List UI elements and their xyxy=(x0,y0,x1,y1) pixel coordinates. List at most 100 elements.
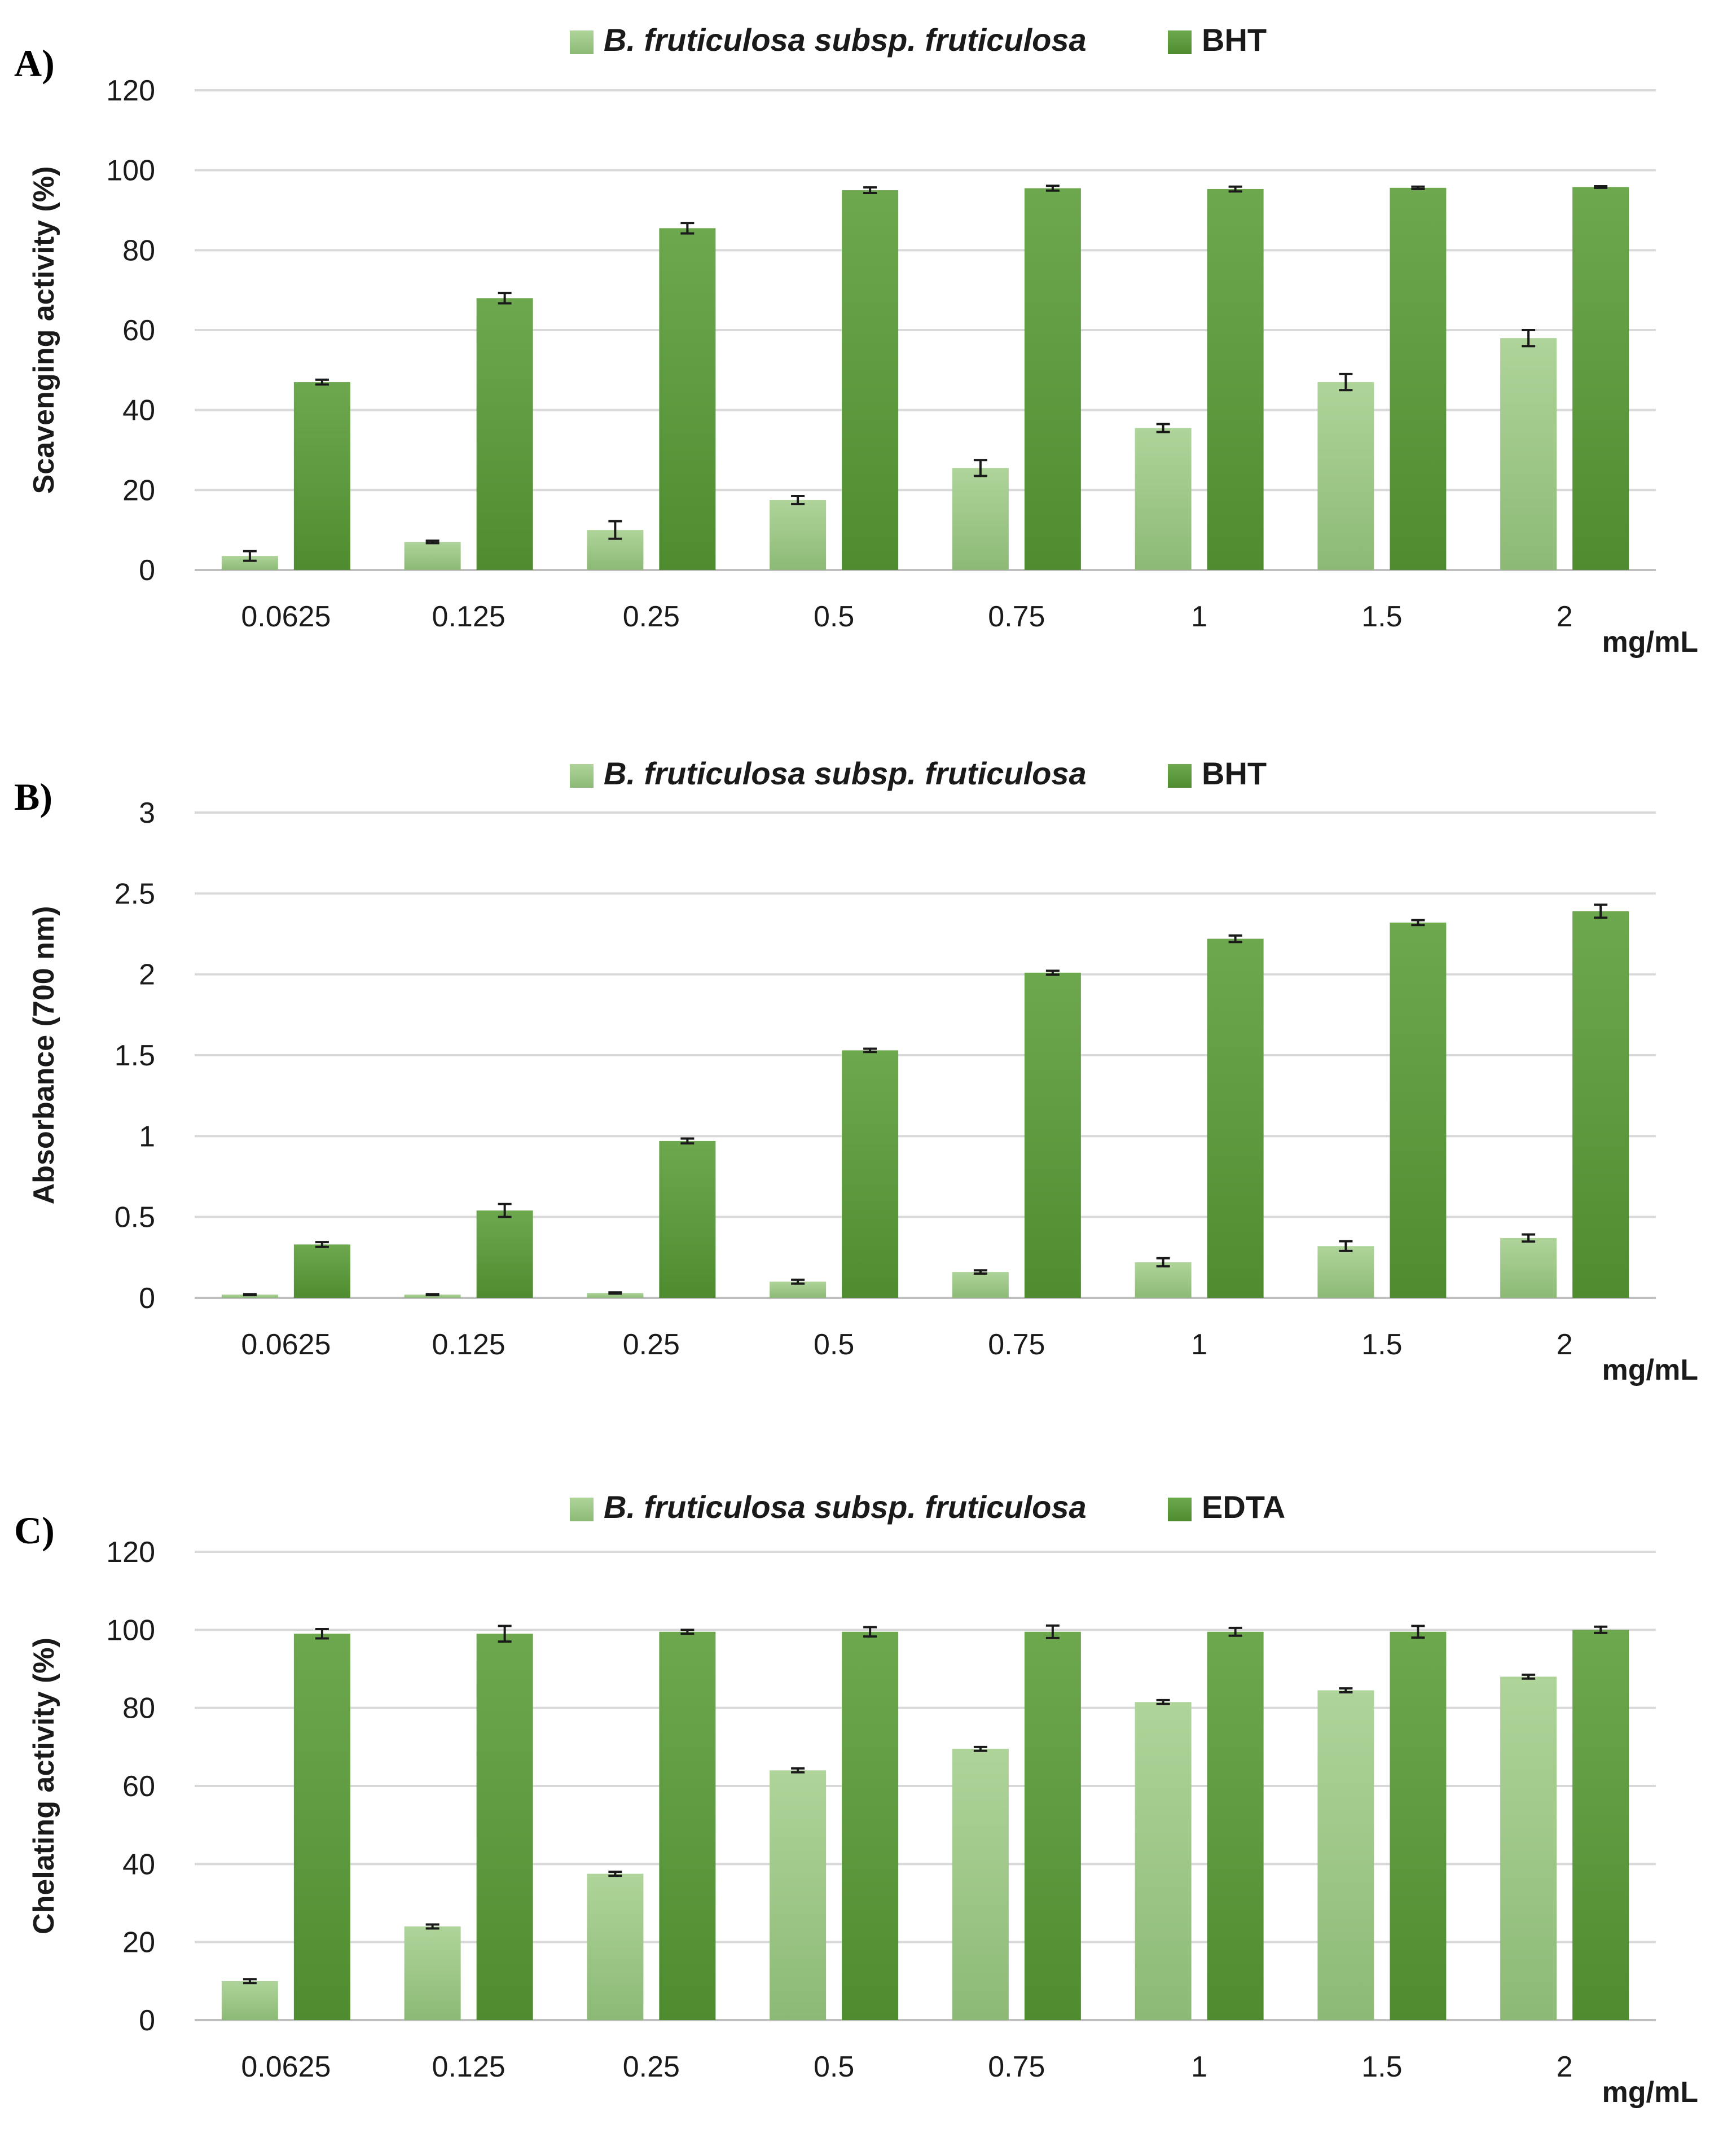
bar-reference xyxy=(1207,938,1264,1298)
legend-label-sample: B. fruticulosa subsp. fruticulosa xyxy=(604,22,1087,58)
bar-reference xyxy=(1024,1631,1081,2020)
bar-sample xyxy=(1500,1676,1557,2020)
x-tick-label: 2 xyxy=(1557,1328,1573,1361)
error-bar xyxy=(1339,1687,1353,1693)
x-unit-label: mg/mL xyxy=(1602,626,1698,659)
x-tick-label: 0.75 xyxy=(988,600,1045,633)
legend-label-sample: B. fruticulosa subsp. fruticulosa xyxy=(604,756,1087,791)
y-tick-label: 2 xyxy=(139,959,155,991)
error-bar xyxy=(1156,423,1170,433)
y-tick-label: 0 xyxy=(139,554,155,587)
panel-label: A) xyxy=(14,42,55,85)
error-bar xyxy=(973,1269,987,1275)
error-bar xyxy=(608,1871,622,1877)
error-bar xyxy=(863,1047,877,1054)
y-tick-label: 80 xyxy=(122,234,155,267)
chart-panel-1: A) B. fruticulosa subsp. fruticulosa BHT 0 2… xyxy=(14,22,1698,659)
error-bar xyxy=(1522,329,1536,348)
x-tick-label: 2 xyxy=(1557,600,1573,633)
y-tick-label: 0 xyxy=(139,2004,155,2037)
bar-sample xyxy=(770,1770,827,2020)
legend-label-sample: B. fruticulosa subsp. fruticulosa xyxy=(604,1489,1087,1525)
y-tick-label: 60 xyxy=(122,1770,155,1803)
error-bar xyxy=(863,1626,877,1638)
bar-sample xyxy=(1317,1690,1374,2020)
error-bar xyxy=(608,520,622,540)
y-axis-label: Chelating activity (%) xyxy=(28,1638,60,1934)
x-tick-label: 0.0625 xyxy=(241,600,331,633)
error-bar xyxy=(1411,185,1425,190)
legend-swatch-reference xyxy=(1168,764,1192,788)
bar-sample xyxy=(952,1749,1009,2020)
bar-reference xyxy=(842,1050,899,1298)
error-bar xyxy=(1228,185,1242,193)
bar-sample xyxy=(404,542,461,570)
bar-sample xyxy=(587,1293,644,1298)
y-tick-label: 1.5 xyxy=(115,1039,155,1072)
y-tick-label: 120 xyxy=(106,1536,155,1569)
error-bar xyxy=(973,1745,987,1752)
bar-reference xyxy=(293,1244,350,1298)
x-tick-label: 0.125 xyxy=(432,600,506,633)
error-bar xyxy=(498,1625,512,1643)
y-tick-label: 80 xyxy=(122,1692,155,1725)
error-bar xyxy=(1411,919,1425,927)
bar-sample xyxy=(1135,1262,1192,1298)
legend: B. fruticulosa subsp. fruticulosa EDTA xyxy=(570,1489,1285,1525)
error-bar xyxy=(1594,1625,1608,1634)
x-tick-label: 0.125 xyxy=(432,2051,506,2083)
error-bar xyxy=(863,186,877,195)
bar-reference xyxy=(842,1631,899,2020)
error-bar xyxy=(680,222,695,235)
bar-reference xyxy=(1024,188,1081,570)
bar-sample xyxy=(1500,338,1557,570)
bar-reference xyxy=(842,190,899,570)
x-tick-label: 0.5 xyxy=(814,1328,854,1361)
y-tick-label: 20 xyxy=(122,474,155,507)
x-tick-label: 0.25 xyxy=(623,600,680,633)
x-unit-label: mg/mL xyxy=(1602,2076,1698,2109)
legend-label-reference: EDTA xyxy=(1202,1489,1285,1525)
bar-sample xyxy=(404,1294,461,1298)
error-bar xyxy=(1156,1257,1170,1268)
error-bar xyxy=(1594,185,1608,189)
x-tick-label: 1 xyxy=(1191,1328,1207,1361)
legend-label-reference: BHT xyxy=(1202,756,1267,791)
x-tick-label: 0.75 xyxy=(988,1328,1045,1361)
panel-label: B) xyxy=(14,775,52,818)
error-bar xyxy=(243,550,257,562)
x-tick-label: 0.75 xyxy=(988,2051,1045,2083)
error-bar xyxy=(1339,372,1353,392)
bar-sample xyxy=(587,1873,644,2020)
bar-reference xyxy=(476,1634,533,2020)
x-tick-label: 0.5 xyxy=(814,2051,854,2083)
error-bar xyxy=(680,1137,695,1145)
bar-reference xyxy=(1572,911,1629,1298)
error-bar xyxy=(498,1202,512,1218)
error-bar xyxy=(791,1767,805,1774)
error-bar xyxy=(1156,1698,1170,1705)
error-bar xyxy=(1045,185,1060,192)
bar-reference xyxy=(659,228,716,570)
bar-sample xyxy=(404,1926,461,2020)
y-tick-label: 3 xyxy=(139,797,155,829)
legend-swatch-sample xyxy=(570,30,594,54)
bar-reference xyxy=(1390,1631,1447,2020)
x-tick-label: 1.5 xyxy=(1361,1328,1402,1361)
panel-label: C) xyxy=(14,1509,55,1552)
bar-sample xyxy=(1135,1702,1192,2020)
chart-panel-2: B) B. fruticulosa subsp. fruticulosa BHT 0 0… xyxy=(14,756,1698,1386)
error-bar xyxy=(315,1627,329,1640)
x-tick-label: 0.0625 xyxy=(241,2051,331,2083)
y-tick-label: 40 xyxy=(122,1848,155,1881)
y-tick-label: 20 xyxy=(122,1926,155,1959)
bar-sample xyxy=(1500,1237,1557,1298)
bar-sample xyxy=(221,1981,278,2020)
error-bar xyxy=(315,378,329,386)
x-tick-label: 2 xyxy=(1557,2051,1573,2083)
x-tick-label: 0.25 xyxy=(623,2051,680,2083)
error-bar xyxy=(608,1291,622,1295)
y-axis-label: Scavenging activity (%) xyxy=(28,166,60,494)
x-tick-label: 0.5 xyxy=(814,600,854,633)
